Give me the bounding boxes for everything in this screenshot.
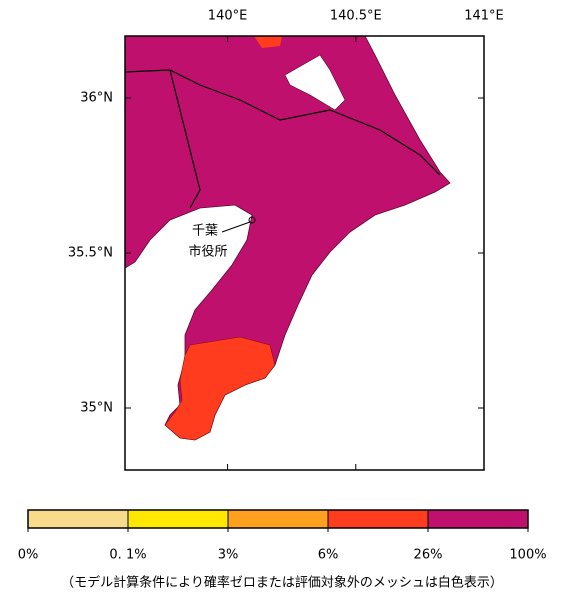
y-tick-label: 35.5°N [68, 246, 113, 261]
colorbar-label: 100% [509, 548, 546, 563]
legend: （モデル計算条件により確率ゼロまたは評価対象外のメッシュは白色表示） 0% 0. … [18, 509, 547, 591]
south-boso-zone [164, 336, 276, 441]
annotation: 市役所 [188, 244, 227, 260]
color-bin [227, 509, 329, 529]
color-bin [427, 509, 529, 529]
colorbar-label: 3% [218, 548, 239, 563]
callout-line [221, 221, 251, 233]
color-bin [27, 509, 129, 529]
boundary [169, 69, 201, 209]
colorbar-label: 0% [18, 548, 39, 563]
axes: 140°E 140.5°E 141°E 36°N 35.5°N 35°N [68, 9, 504, 470]
lake [284, 54, 346, 111]
color-bin [327, 509, 429, 529]
city-marker [248, 216, 256, 224]
colorbar-label: 0. 1% [109, 548, 146, 563]
colorbar-label: 6% [318, 548, 339, 563]
note: （モデル計算条件により確率ゼロまたは評価対象外のメッシュは白色表示） [61, 575, 503, 591]
annotation: 千葉 [192, 224, 218, 239]
colorbar-label: 26% [414, 548, 443, 563]
color-bin [127, 509, 229, 529]
x-tick-label: 141°E [464, 9, 504, 24]
x-tick-label: 140.5°E [330, 9, 382, 24]
colorbar-frame [27, 509, 529, 529]
y-tick-label: 36°N [80, 91, 113, 106]
boundary [124, 69, 441, 176]
map: 千葉 市役所 [124, 35, 485, 471]
y-tick-label: 35°N [80, 401, 113, 416]
x-tick-label: 140°E [208, 9, 248, 24]
north-zone [254, 36, 282, 48]
